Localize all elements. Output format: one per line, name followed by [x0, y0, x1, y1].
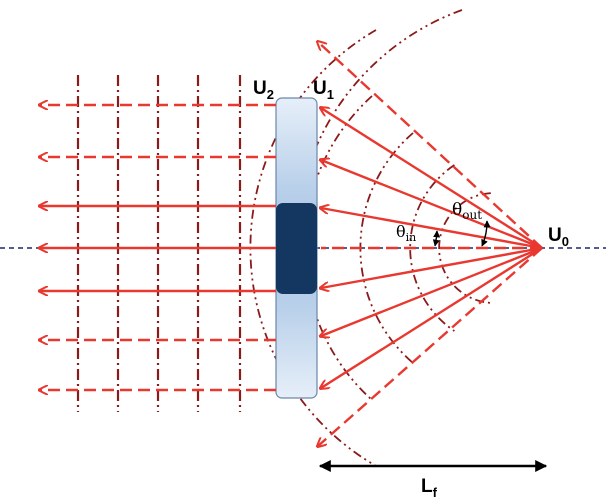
- incident-ray: [321, 246, 543, 336]
- label-u1: U1: [313, 78, 334, 102]
- plane-wavefronts: [76, 75, 242, 412]
- incident-ray: [321, 208, 543, 250]
- element-core: [276, 203, 317, 294]
- incident-ray: [321, 246, 543, 288]
- edge-ray-lower: [318, 247, 543, 446]
- label-u0: U0: [548, 225, 569, 249]
- output-rays: [40, 105, 276, 390]
- theta-out-arc: [481, 220, 491, 247]
- label-theta-in: θin: [396, 222, 416, 244]
- edge-rays: [318, 42, 543, 446]
- incident-ray: [321, 108, 543, 250]
- label-u2: U2: [253, 78, 274, 102]
- edge-ray-upper: [318, 42, 543, 249]
- label-lf: Lf: [421, 476, 438, 500]
- label-theta-out: θout: [452, 200, 482, 222]
- spherical-wavefront: [313, 9, 463, 153]
- angle-indicators: [432, 220, 491, 247]
- incident-ray: [321, 160, 543, 250]
- incident-rays: [321, 108, 543, 388]
- incident-ray: [321, 246, 543, 388]
- theta-in-arc: [432, 230, 441, 247]
- spherical-wavefront: [438, 192, 491, 304]
- spherical-wavefront: [409, 164, 455, 332]
- optical-element: [275, 97, 318, 399]
